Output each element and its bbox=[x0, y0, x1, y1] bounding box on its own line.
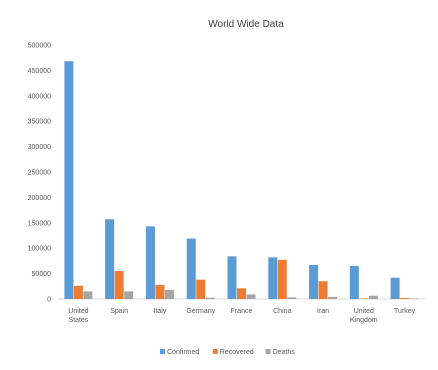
legend: Confirmed Recovered Deaths bbox=[160, 349, 295, 356]
bar-deaths bbox=[409, 298, 419, 299]
bar-recovered bbox=[155, 284, 165, 299]
x-tick-label: Germany bbox=[186, 308, 215, 315]
x-tick-label-line: Kingdom bbox=[350, 317, 378, 324]
x-tick-label: Turkey bbox=[394, 308, 416, 315]
x-tick-label: United Kingdom bbox=[350, 308, 378, 324]
y-tick-label: 200000 bbox=[28, 195, 51, 202]
bar-deaths bbox=[83, 291, 93, 299]
bar-recovered bbox=[114, 271, 124, 299]
x-tick-label-line: Germany bbox=[186, 308, 215, 315]
bar-recovered bbox=[359, 298, 369, 299]
bar-deaths bbox=[205, 297, 215, 299]
y-tick-label: 50000 bbox=[32, 271, 52, 278]
x-tick-label: Iran bbox=[317, 308, 329, 315]
legend-label-deaths: Deaths bbox=[273, 349, 296, 356]
x-tick-label: Italy bbox=[154, 308, 167, 315]
bar-deaths bbox=[368, 295, 378, 299]
x-tick-label: France bbox=[231, 308, 253, 315]
bar-recovered bbox=[73, 285, 83, 299]
bar-confirmed bbox=[145, 226, 155, 299]
y-tick-label: 250000 bbox=[28, 170, 51, 177]
bar-series bbox=[64, 61, 419, 300]
y-tick-label: 300000 bbox=[28, 144, 51, 151]
bar-recovered bbox=[237, 288, 246, 299]
bar-confirmed bbox=[349, 265, 359, 299]
x-tick-label: China bbox=[273, 308, 291, 315]
x-tick-label-line: France bbox=[231, 308, 253, 315]
bar-confirmed bbox=[227, 256, 237, 299]
bar-deaths bbox=[164, 289, 174, 299]
legend-label-recovered: Recovered bbox=[220, 349, 254, 356]
x-tick-label-line: United bbox=[68, 308, 88, 315]
bar-recovered bbox=[277, 259, 287, 299]
bar-recovered bbox=[400, 297, 410, 299]
y-tick-label: 350000 bbox=[28, 119, 51, 126]
legend-swatch-recovered bbox=[212, 349, 218, 354]
bar-recovered bbox=[196, 279, 206, 299]
bar-deaths bbox=[287, 297, 297, 299]
y-tick-label: 400000 bbox=[28, 93, 51, 100]
bar-confirmed bbox=[105, 219, 115, 299]
y-tick-label: 100000 bbox=[28, 246, 51, 253]
x-tick-label-line: Turkey bbox=[394, 308, 416, 315]
x-tick-label-line: States bbox=[68, 317, 88, 324]
bar-deaths bbox=[246, 294, 256, 299]
y-tick-label: 0 bbox=[47, 297, 51, 304]
x-tick-label-line: China bbox=[273, 308, 291, 315]
x-axis-category-labels: United States Spain Italy Germany France China… bbox=[68, 308, 415, 324]
chart-title: World Wide Data bbox=[208, 19, 284, 30]
bar-recovered bbox=[318, 281, 328, 299]
x-tick-label-line: Spain bbox=[110, 308, 128, 315]
bar-deaths bbox=[328, 296, 338, 299]
x-tick-label-line: United bbox=[354, 308, 374, 315]
y-axis-tick-labels: 0 50000 100000 150000 200000 250000 300000 3500… bbox=[28, 43, 51, 304]
x-tick-label-line: Italy bbox=[154, 308, 167, 315]
bar-confirmed bbox=[268, 257, 278, 299]
bar-confirmed bbox=[64, 61, 74, 300]
legend-label-confirmed: Confirmed bbox=[167, 349, 199, 356]
bar-confirmed bbox=[309, 264, 319, 299]
x-tick-label-line: Iran bbox=[317, 308, 329, 315]
bar-deaths bbox=[124, 291, 134, 299]
bar-confirmed bbox=[186, 238, 196, 299]
legend-swatch-deaths bbox=[265, 349, 271, 354]
x-tick-label: Spain bbox=[110, 308, 128, 315]
y-tick-label: 450000 bbox=[28, 68, 51, 75]
y-tick-label: 500000 bbox=[28, 43, 51, 50]
legend-swatch-confirmed bbox=[160, 349, 165, 354]
x-tick-label: United States bbox=[68, 308, 89, 324]
y-tick-label: 150000 bbox=[28, 220, 51, 227]
bar-confirmed bbox=[390, 277, 400, 299]
